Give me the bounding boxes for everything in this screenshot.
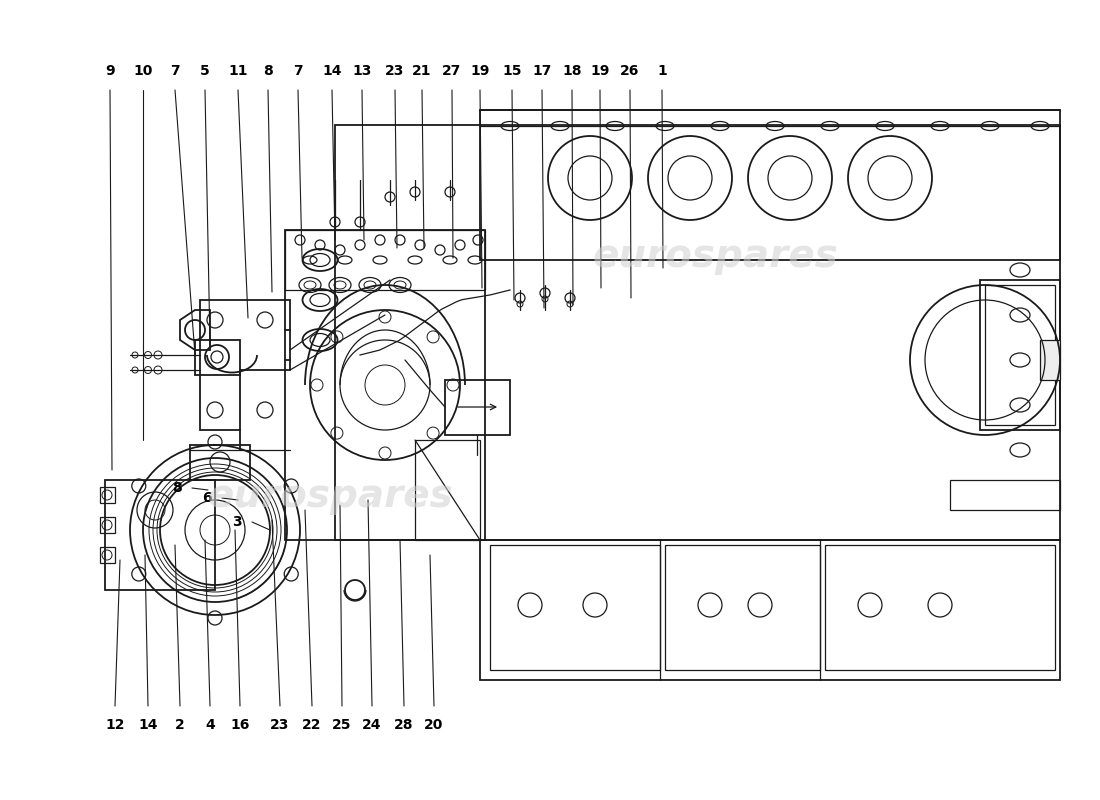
Text: 14: 14 bbox=[139, 718, 157, 732]
Text: eurospares: eurospares bbox=[592, 237, 838, 275]
Text: 12: 12 bbox=[106, 718, 124, 732]
Text: 10: 10 bbox=[133, 64, 153, 78]
Text: 25: 25 bbox=[332, 718, 352, 732]
Text: 13: 13 bbox=[352, 64, 372, 78]
Polygon shape bbox=[1040, 340, 1060, 380]
Text: 19: 19 bbox=[471, 64, 490, 78]
Text: 7: 7 bbox=[294, 64, 302, 78]
Text: 1: 1 bbox=[657, 64, 667, 78]
Text: 27: 27 bbox=[442, 64, 462, 78]
Text: 15: 15 bbox=[503, 64, 521, 78]
Text: 23: 23 bbox=[271, 718, 289, 732]
Text: 19: 19 bbox=[591, 64, 609, 78]
Text: 4: 4 bbox=[205, 718, 214, 732]
Text: 3: 3 bbox=[232, 515, 242, 529]
Text: 23: 23 bbox=[385, 64, 405, 78]
Text: 24: 24 bbox=[362, 718, 382, 732]
Text: 20: 20 bbox=[425, 718, 443, 732]
Text: eurospares: eurospares bbox=[207, 477, 453, 515]
Text: 18: 18 bbox=[562, 64, 582, 78]
Text: 5: 5 bbox=[200, 64, 210, 78]
Text: 8: 8 bbox=[263, 64, 273, 78]
Text: 2: 2 bbox=[175, 718, 185, 732]
Text: 9: 9 bbox=[106, 64, 114, 78]
Text: 11: 11 bbox=[229, 64, 248, 78]
Text: 17: 17 bbox=[532, 64, 552, 78]
Text: 6: 6 bbox=[202, 491, 212, 505]
Text: 21: 21 bbox=[412, 64, 431, 78]
Text: 8: 8 bbox=[172, 481, 182, 495]
Text: 26: 26 bbox=[620, 64, 640, 78]
Text: 14: 14 bbox=[322, 64, 342, 78]
Text: 7: 7 bbox=[170, 64, 179, 78]
Text: 22: 22 bbox=[302, 718, 321, 732]
Text: 16: 16 bbox=[230, 718, 250, 732]
Text: 28: 28 bbox=[394, 718, 414, 732]
